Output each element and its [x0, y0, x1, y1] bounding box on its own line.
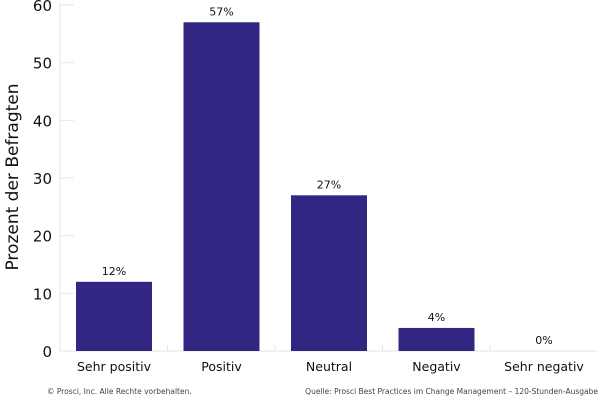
y-tick-label: 60 [33, 0, 52, 15]
footer-copyright: © Prosci, Inc. Alle Rechte vorbehalten. [47, 387, 192, 396]
data-label: 4% [428, 311, 445, 324]
y-tick-label: 40 [33, 112, 52, 130]
bar-sehr-positiv [76, 281, 152, 351]
y-axis-label: Prozent der Befragten [3, 83, 23, 270]
x-tick-label: Sehr negativ [504, 359, 584, 374]
y-tick-label: 10 [33, 285, 52, 303]
y-tick-label: 30 [33, 170, 52, 188]
x-tick-label: Sehr positiv [77, 359, 152, 374]
data-label: 0% [535, 334, 552, 347]
y-tick-label: 20 [33, 228, 52, 246]
x-tick-label: Neutral [306, 359, 352, 374]
x-tick-label: Positiv [201, 359, 242, 374]
data-label: 57% [209, 5, 233, 18]
y-tick-label: 0 [42, 343, 52, 361]
data-label: 12% [102, 265, 126, 278]
x-tick-label: Negativ [412, 359, 461, 374]
footer-source: Quelle: Prosci Best Practices im Change … [305, 387, 598, 396]
data-label: 27% [317, 178, 341, 191]
y-tick-label: 50 [33, 55, 52, 73]
bar-negativ [398, 327, 475, 351]
bar-neutral [291, 195, 367, 351]
bar-positiv [183, 22, 260, 352]
